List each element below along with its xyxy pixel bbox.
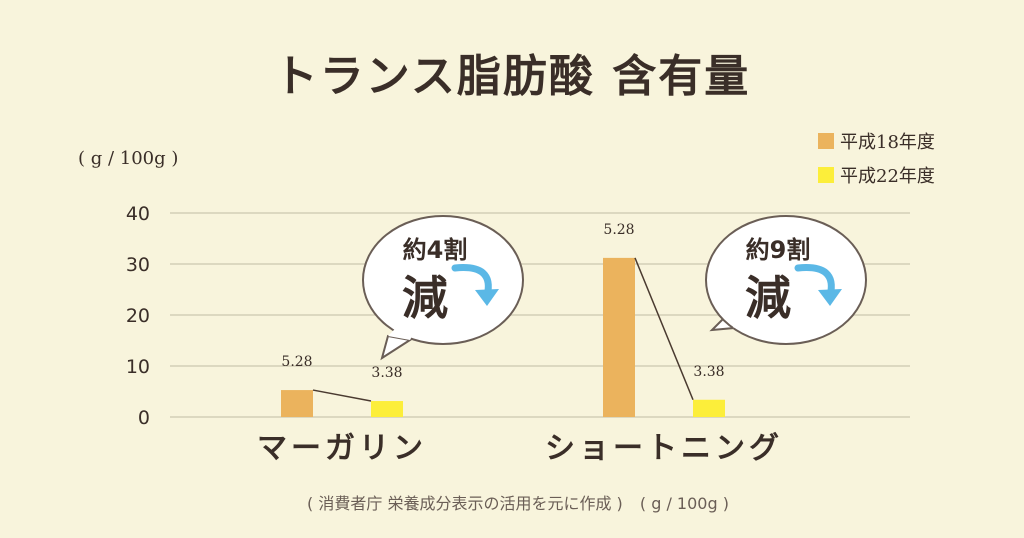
data-label-1-1: 3.38 (693, 364, 724, 380)
y-tick-label-0: 0 (138, 407, 150, 429)
chart-title: トランス脂肪酸 含有量 (273, 51, 751, 102)
x-category-label-0: マーガリン (257, 431, 427, 466)
data-label-0-0: 5.28 (281, 354, 312, 370)
legend-swatch-h18 (818, 133, 834, 149)
callout-big-text-1: 減 (745, 271, 791, 325)
callout-tail-0 (380, 334, 413, 361)
x-category-label-1: ショートニング (545, 431, 783, 466)
connector-line-1 (634, 257, 694, 401)
source-note: ( 消費者庁 栄養成分表示の活用を元に作成 ) ( g / 100g ) (0, 490, 1024, 514)
source-text: ( 消費者庁 栄養成分表示の活用を元に作成 ) (307, 494, 623, 513)
callout-seam-1 (726, 280, 786, 328)
source-unit: ( g / 100g ) (639, 494, 729, 513)
legend-item-h22: 平成22年度 (818, 162, 935, 188)
callout-seam-0 (388, 280, 443, 340)
data-label-1-0: 5.28 (603, 222, 634, 238)
data-label-0-1: 3.38 (371, 365, 402, 381)
curved-arrow-head-icon (818, 289, 842, 306)
bar-0-0 (281, 390, 313, 417)
callout-big-text-0: 減 (402, 271, 448, 325)
callout-top-text-1: 約9割 (746, 236, 811, 264)
y-axis-unit-label: ( g / 100g ) (78, 148, 179, 169)
connector-line-0 (312, 389, 372, 402)
y-tick-label-20: 20 (126, 305, 150, 327)
callout-top-text-0: 約4割 (403, 236, 468, 264)
legend-swatch-h22 (818, 167, 834, 183)
bar-1-1 (693, 399, 725, 417)
bar-1-0 (603, 257, 635, 417)
curved-arrow-head-icon (475, 289, 499, 306)
legend-label-h22: 平成22年度 (840, 166, 935, 187)
bar-0-1 (371, 401, 403, 417)
y-tick-label-10: 10 (126, 356, 150, 378)
y-tick-label-40: 40 (126, 203, 150, 225)
legend: 平成18年度 平成22年度 (818, 128, 935, 196)
y-tick-label-30: 30 (126, 254, 150, 276)
legend-label-h18: 平成18年度 (840, 132, 935, 153)
legend-item-h18: 平成18年度 (818, 128, 935, 154)
